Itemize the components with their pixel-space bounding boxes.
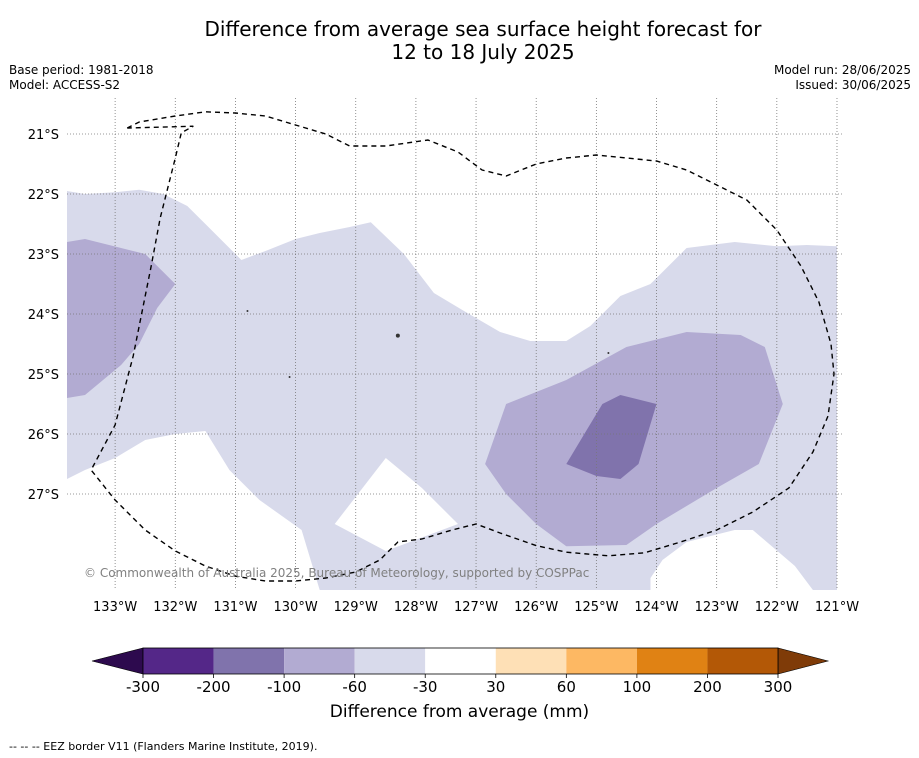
island-marker-2 [288, 376, 291, 378]
colorbar-tick-label: 60 [557, 678, 576, 696]
longitude-tick-label: 129°W [334, 600, 378, 615]
copyright-text: © Commonwealth of Australia 2025, Bureau… [84, 566, 589, 580]
colorbar-tick-label: 100 [623, 678, 652, 696]
colorbar-swatch-8 [707, 648, 778, 674]
eez-legend-note: -- -- -- EEZ border V11 (Flanders Marine… [9, 740, 318, 753]
issued-text: Issued: 30/06/2025 [795, 78, 911, 92]
colorbar-swatch-1 [213, 648, 285, 674]
longitude-tick-label: 121°W [815, 600, 859, 615]
longitude-tick-label: 131°W [213, 600, 257, 615]
colorbar-swatch-5 [495, 648, 567, 674]
longitude-tick-label: 130°W [274, 600, 318, 615]
latitude-tick-label: 23°S [28, 248, 59, 263]
colorbar-under-arrow [91, 647, 144, 675]
contour-region-1 [334, 458, 458, 551]
longitude-tick-label: 133°W [93, 600, 137, 615]
longitude-tick-label: 126°W [514, 600, 558, 615]
colorbar: -300 -200 -100 -60 -30 30 60 100 200 300 [91, 647, 830, 696]
latitude-tick-label: 27°S [28, 488, 59, 503]
colorbar-tick-label: -30 [413, 678, 438, 696]
run-info: Model run: 28/06/2025 Issued: 30/06/2025 [774, 63, 911, 93]
latitude-tick-label: 24°S [28, 308, 59, 323]
colorbar-tick-label: -200 [197, 678, 231, 696]
longitude-tick-label: 125°W [574, 600, 618, 615]
colorbar-title: Difference from average (mm) [329, 702, 590, 722]
longitude-tick-label: 127°W [454, 600, 498, 615]
latitude-tick-label: 22°S [28, 188, 59, 203]
latitude-tick-label: 25°S [28, 368, 59, 383]
colorbar-tick-label: -100 [267, 678, 301, 696]
colorbar-tick-label: -300 [126, 678, 160, 696]
model-name-text: Model: ACCESS-S2 [9, 78, 121, 92]
longitude-tick-label: 123°W [695, 600, 739, 615]
eez-border [90, 111, 835, 582]
colorbar-swatch-0 [143, 648, 214, 674]
latitude-tick-label: 26°S [28, 428, 59, 443]
base-period-text: Base period: 1981-2018 [9, 63, 154, 77]
colorbar-swatch-4 [425, 648, 496, 674]
colorbar-tick-label: -60 [342, 678, 367, 696]
map-plot-area [67, 98, 843, 590]
colorbar-tick-label: 300 [764, 678, 793, 696]
colorbar-frame [142, 647, 779, 675]
eez-border-line [90, 111, 835, 582]
latitude-tick-label: 21°S [28, 128, 59, 143]
contour-region-4 [566, 395, 657, 479]
map-title-line1: Difference from average sea surface heig… [204, 17, 762, 41]
graticule [67, 98, 843, 590]
longitude-tick-label: 128°W [394, 600, 438, 615]
island-marker-3 [607, 352, 610, 354]
island-marker-1 [246, 310, 249, 312]
colorbar-tick-label: 200 [693, 678, 722, 696]
colorbar-over-arrow [777, 647, 830, 675]
longitude-tick-label: 122°W [755, 600, 799, 615]
longitude-tick-label: 132°W [153, 600, 197, 615]
map-title-line2: 12 to 18 July 2025 [391, 40, 575, 64]
colorbar-swatch-2 [284, 648, 355, 674]
axis-tick-labels: 133°W 132°W 131°W 130°W 129°W 128°W 127°W 126°W… [28, 128, 860, 615]
island-marker-0 [395, 333, 400, 338]
colorbar-swatch-6 [566, 648, 637, 674]
model-info: Base period: 1981-2018 Model: ACCESS-S2 [9, 63, 154, 93]
colorbar-tick-label: 30 [486, 678, 505, 696]
map-title: Difference from average sea surface heig… [0, 18, 919, 64]
colorbar-swatch-3 [354, 648, 426, 674]
colorbar-swatch-7 [636, 648, 708, 674]
longitude-tick-label: 124°W [634, 600, 678, 615]
model-run-text: Model run: 28/06/2025 [773, 63, 911, 77]
